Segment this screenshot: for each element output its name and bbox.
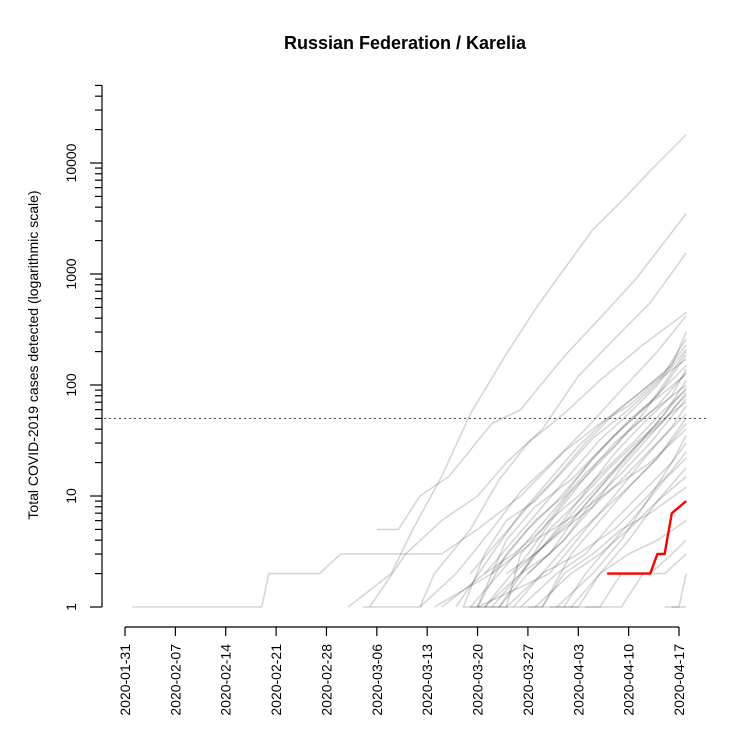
background-series-line-40 xyxy=(484,401,687,608)
x-axis: 2020-01-31 2020-02-07 2020-02-14 2020-02-21… xyxy=(117,626,687,716)
x-tick-label: 2020-02-07 xyxy=(167,644,183,716)
background-series-line-22 xyxy=(484,384,687,608)
highlight-layer xyxy=(607,500,687,575)
background-series-line-25 xyxy=(512,392,687,575)
background-series-line-18 xyxy=(470,486,687,608)
background-series-line-23 xyxy=(491,373,687,575)
background-series-line-2 xyxy=(376,213,687,531)
y-tick-label: 10000 xyxy=(63,143,79,182)
background-series-line-6 xyxy=(462,344,687,608)
x-tick-label: 2020-02-14 xyxy=(218,644,234,716)
background-series-line-24 xyxy=(476,354,687,608)
background-series-line-33 xyxy=(505,451,687,608)
background-series-line-20 xyxy=(556,435,687,608)
x-tick-label: 2020-04-17 xyxy=(671,644,687,716)
background-series-line-10 xyxy=(491,379,687,608)
chart-title: Russian Federation / Karelia xyxy=(284,33,527,53)
background-series-line-31 xyxy=(541,417,687,608)
background-series-line-7 xyxy=(469,351,687,608)
y-tick-label: 10 xyxy=(63,488,79,504)
y-tick-label: 1000 xyxy=(63,258,79,289)
background-series-line-17 xyxy=(534,475,687,608)
x-tick-label: 2020-04-03 xyxy=(570,644,586,716)
x-tick-label: 2020-02-28 xyxy=(319,644,335,716)
background-series-line-29 xyxy=(520,368,687,575)
y-tick-label: 100 xyxy=(63,373,79,397)
x-tick-label: 2020-03-27 xyxy=(520,644,536,716)
x-tick-label: 2020-03-06 xyxy=(369,644,385,716)
background-series-line-39 xyxy=(469,331,687,575)
background-series-line-12 xyxy=(498,398,687,608)
y-axis: 1 10 100 1000 10000 xyxy=(63,84,103,611)
series-layer xyxy=(132,134,687,608)
background-series-line-37 xyxy=(441,348,687,608)
background-series-line-34 xyxy=(585,553,687,608)
background-series-line-38 xyxy=(455,338,687,608)
x-tick-label: 2020-03-20 xyxy=(470,644,486,716)
background-series-line-26 xyxy=(433,428,687,608)
background-series-line-13 xyxy=(505,413,687,575)
y-tick-label: 1 xyxy=(63,603,79,611)
background-series-line-0 xyxy=(132,358,687,608)
y-axis-label: Total COVID-2019 cases detected (logarit… xyxy=(25,190,41,519)
highlight-series-line xyxy=(607,500,687,575)
background-series-line-5 xyxy=(419,315,687,608)
background-series-line-30 xyxy=(527,395,687,575)
background-series-line-3 xyxy=(368,252,687,608)
background-series-line-1 xyxy=(347,134,687,608)
background-series-line-8 xyxy=(476,364,687,608)
x-tick-label: 2020-02-21 xyxy=(268,644,284,716)
background-series-line-11 xyxy=(463,389,687,608)
background-series-line-4 xyxy=(362,311,687,608)
background-series-line-9 xyxy=(484,371,687,575)
x-tick-label: 2020-03-13 xyxy=(419,644,435,716)
background-series-line-15 xyxy=(520,442,687,608)
background-series-line-14 xyxy=(512,422,687,608)
background-series-line-16 xyxy=(527,457,687,608)
background-series-line-19 xyxy=(549,519,687,608)
x-tick-label: 2020-04-10 xyxy=(621,644,637,716)
background-series-line-27 xyxy=(477,405,687,608)
background-series-line-28 xyxy=(498,386,687,608)
background-series-line-32 xyxy=(570,467,687,608)
x-tick-label: 2020-01-31 xyxy=(117,644,133,716)
background-series-line-36 xyxy=(671,573,687,608)
